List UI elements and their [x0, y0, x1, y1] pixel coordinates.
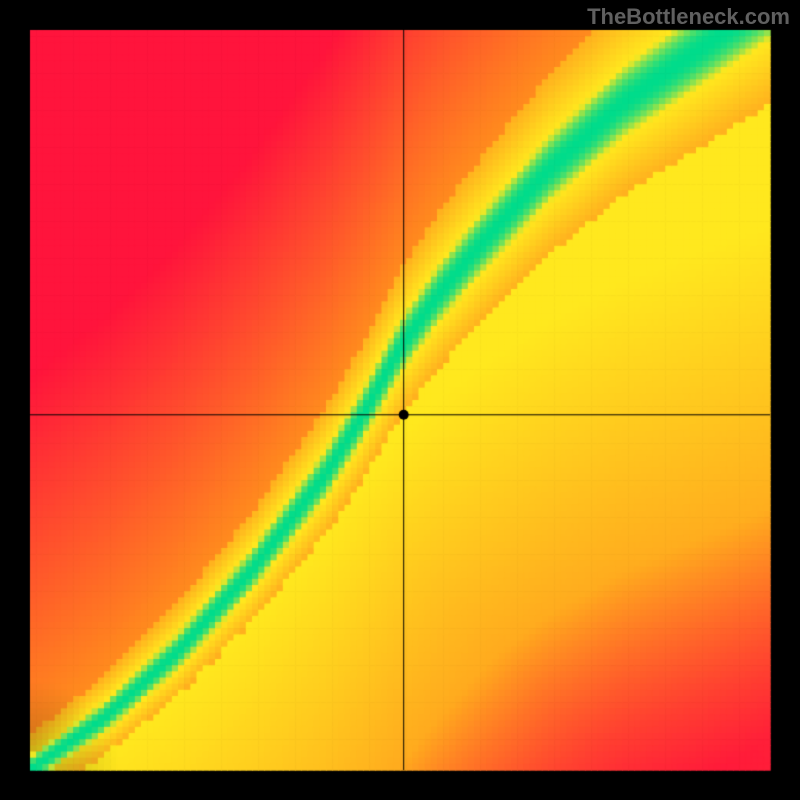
chart-container: TheBottleneck.com [0, 0, 800, 800]
watermark-text: TheBottleneck.com [587, 4, 790, 30]
bottleneck-heatmap [0, 0, 800, 800]
